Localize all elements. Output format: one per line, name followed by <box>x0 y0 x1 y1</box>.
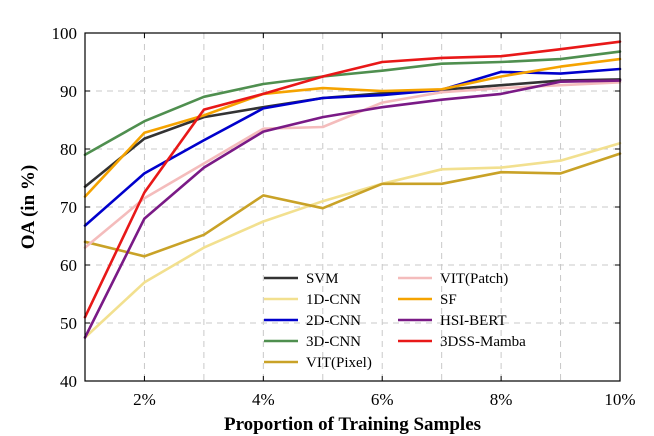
y-tick-label: 60 <box>60 256 77 275</box>
series-line-hsi-bert <box>83 79 622 339</box>
series-line-3d-cnn <box>83 50 622 157</box>
legend-label-3d-cnn: 3D-CNN <box>306 334 361 350</box>
legend-label-hsi-bert: HSI-BERT <box>440 313 507 329</box>
series-line-vit-pixel <box>83 152 622 258</box>
y-tick-label: 100 <box>52 24 78 43</box>
legend-label-vit-patch: VIT(Patch) <box>440 271 508 287</box>
x-tick-label: 6% <box>371 390 394 409</box>
x-tick-label: 10% <box>604 390 635 409</box>
x-tick-label: 2% <box>133 390 156 409</box>
series-line-1d-cnn <box>83 141 622 339</box>
x-axis-title: Proportion of Training Samples <box>224 414 481 435</box>
y-tick-label: 80 <box>60 140 77 159</box>
x-tick-label: 8% <box>490 390 513 409</box>
y-tick-label: 50 <box>60 314 77 333</box>
ticks-layer: 40 50 60 70 80 90 100 2% 4% 6% 8% 10% <box>52 24 636 409</box>
series-line-3dss-mamba <box>83 40 622 319</box>
y-tick-label: 70 <box>60 198 77 217</box>
legend-label-vit-pixel: VIT(Pixel) <box>306 355 372 371</box>
x-tick-label: 4% <box>252 390 275 409</box>
legend: SVM 1D-CNN 2D-CNN 3D-CNN VIT(Pixel) VIT(Patch… <box>264 271 526 371</box>
legend-label-2d-cnn: 2D-CNN <box>306 313 361 329</box>
legend-label-3dss-mamba: 3DSS-Mamba <box>440 334 526 350</box>
legend-label-sf: SF <box>440 292 457 308</box>
y-axis-title: OA (in %) <box>18 165 39 249</box>
series-line-sf <box>83 57 622 198</box>
legend-label-svm: SVM <box>306 271 339 287</box>
series-layer <box>83 40 622 339</box>
y-tick-label: 90 <box>60 82 77 101</box>
y-tick-label: 40 <box>60 372 77 391</box>
legend-label-1d-cnn: 1D-CNN <box>306 292 361 308</box>
